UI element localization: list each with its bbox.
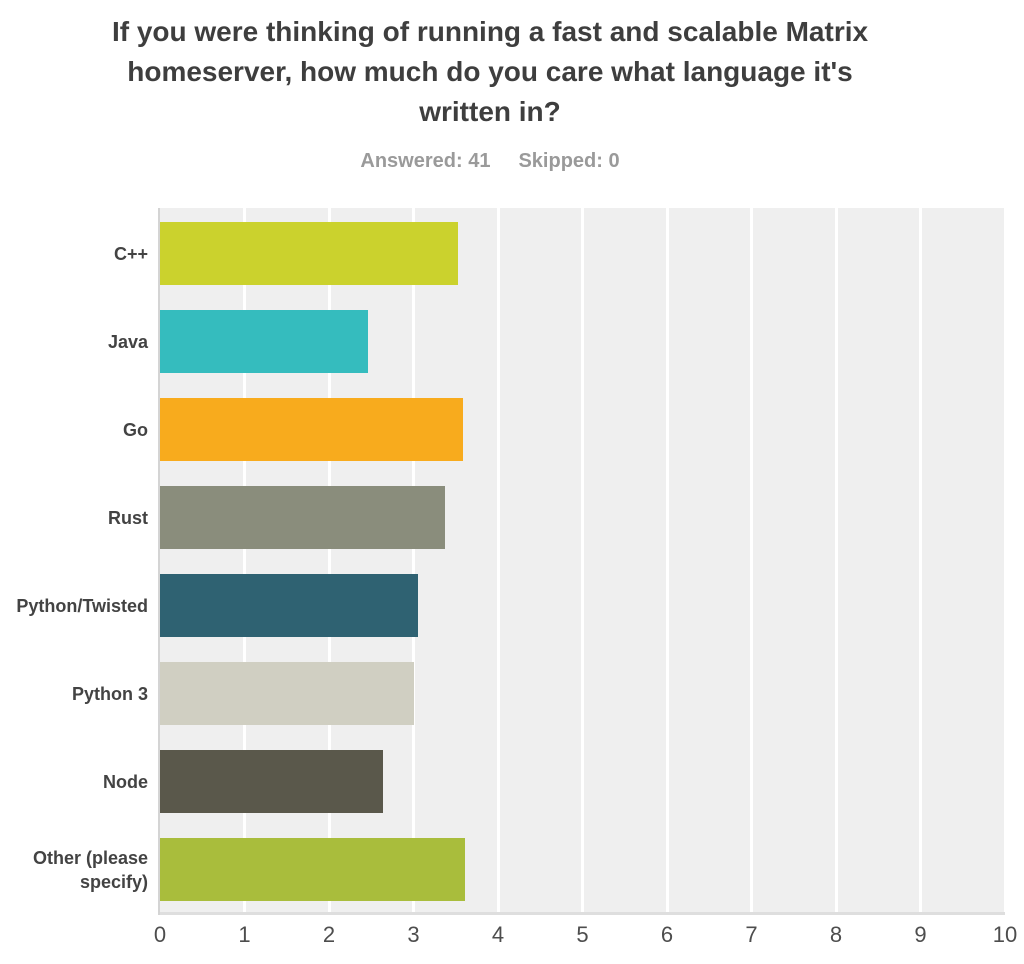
gridline-8 [834,208,838,912]
chart-title: If you were thinking of running a fast a… [111,16,869,127]
x-tick-label-6: 6 [660,922,674,947]
bar-rust [160,486,445,549]
bar-python-3 [160,662,414,725]
bar-go [160,398,464,461]
bar-java [160,310,368,373]
gridline-1 [243,208,246,912]
gridline-2 [327,208,331,912]
gridline-9 [919,208,922,912]
gridline-5 [581,208,584,912]
y-axis-labels: C++ Java Go Rust Python/Twisted Python 3 Node O… [0,208,148,915]
gridline-4 [496,208,500,912]
x-tick-label-1: 1 [238,922,251,947]
bar-c-plus-plus [160,222,459,285]
category-label-node: Node [103,771,148,792]
x-tick-label-4: 4 [491,922,505,947]
bar-other-please-specify [160,838,466,901]
response-stats: Answered: 41 Skipped: 0 [0,150,980,173]
bar-python-twisted [160,574,418,637]
category-label-python-3: Python 3 [71,683,148,704]
gridline-10 [1003,208,1005,912]
title-wrap: If you were thinking of running a fast a… [0,12,980,132]
x-tick-label-8: 8 [829,922,843,947]
gridline-7 [750,208,753,912]
gridline-3 [412,208,415,912]
x-axis-labels: 0 1 2 3 4 5 6 7 8 9 10 [154,922,1017,952]
x-tick-label-3: 3 [407,922,420,947]
plot-area [160,208,1005,915]
y-axis-line [158,208,160,915]
bar-node [160,750,384,813]
category-label-java: Java [107,331,148,352]
answered-count: Answered: 41 [360,150,491,172]
category-label-python-twisted: Python/Twisted [16,595,148,616]
x-tick-label-5: 5 [576,922,589,947]
x-tick-label-10: 10 [992,922,1018,947]
gridline-6 [665,208,669,912]
x-tick-label-7: 7 [745,922,758,947]
x-tick-label-0: 0 [153,922,167,947]
category-label-c-plus-plus: C++ [113,243,148,264]
x-tick-label-9: 9 [914,922,927,947]
skipped-count: Skipped: 0 [518,150,620,172]
x-tick-label-2: 2 [322,922,336,947]
category-label-other-please-specify: Other (please specify) [32,847,148,892]
category-label-go: Go [123,419,148,440]
category-label-rust: Rust [108,507,148,528]
